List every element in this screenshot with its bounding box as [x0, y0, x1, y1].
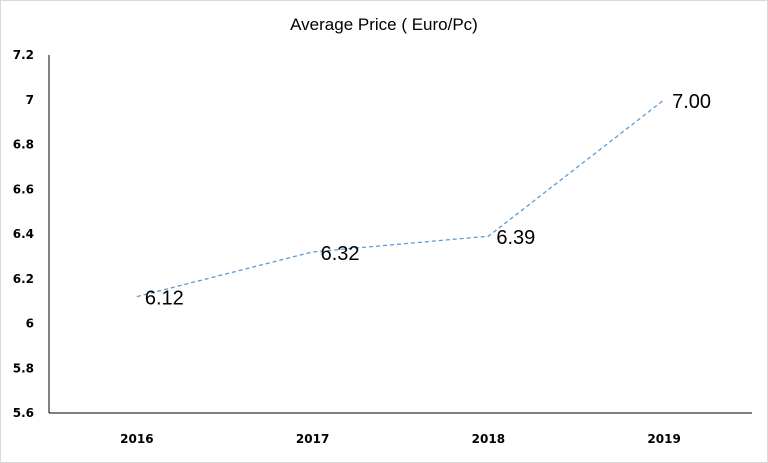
series-line: [136, 99, 665, 298]
y-tick-label: 5.8: [13, 361, 34, 375]
y-tick-label: 6.6: [13, 182, 34, 196]
x-tick-label: 2019: [647, 432, 680, 446]
y-tick-label: 6: [26, 317, 34, 331]
x-tick-label: 2016: [120, 432, 153, 446]
data-label: 7.00: [672, 91, 711, 113]
x-tick-label: 2017: [296, 432, 329, 446]
y-tick-label: 6.2: [13, 272, 34, 286]
y-tick-label: 6.4: [13, 227, 34, 241]
y-tick-label: 7: [26, 93, 34, 107]
y-tick-label: 5.6: [13, 406, 34, 420]
chart-title: Average Price ( Euro/Pc): [290, 15, 478, 34]
y-tick-label: 6.8: [13, 138, 34, 152]
y-tick-label: 7.2: [13, 48, 34, 62]
x-tick-label: 2018: [472, 432, 505, 446]
data-label: 6.12: [145, 288, 184, 310]
data-label: 6.32: [321, 243, 360, 265]
data-label: 6.39: [496, 227, 535, 249]
